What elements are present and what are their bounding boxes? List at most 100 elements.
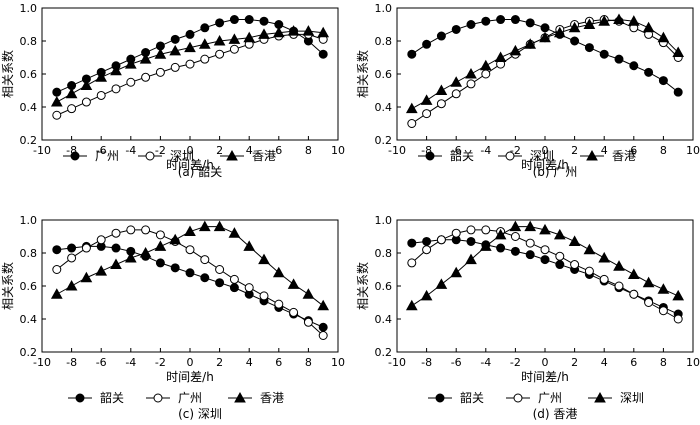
legend-label: 韶关: [100, 390, 124, 405]
data-point: [465, 253, 477, 265]
data-point: [481, 69, 491, 79]
legend-label: 韶关: [460, 390, 484, 405]
data-point: [435, 278, 448, 289]
data-point: [67, 104, 77, 114]
data-point: [479, 240, 492, 251]
data-point: [215, 265, 225, 274]
y-tick-label: 0.6: [20, 68, 38, 81]
legend-label: 深圳: [530, 149, 554, 163]
x-tick-label: 0: [542, 356, 549, 369]
y-tick-label: 0.8: [375, 35, 393, 48]
data-point: [584, 43, 594, 53]
data-point: [80, 79, 93, 91]
x-tick-label: -10: [33, 144, 51, 157]
data-point: [184, 225, 196, 237]
data-point: [599, 49, 609, 59]
data-point: [80, 271, 93, 283]
data-point: [436, 235, 446, 245]
data-point: [570, 260, 580, 270]
data-point: [317, 26, 330, 38]
x-tick-label: -8: [421, 356, 432, 369]
chart-panel-4: -10 -8 -6 -4 -2 0 2 4 6 8 10 0.2 0.4 0.6 0.8 1.0 时间差/h 相关…: [355, 214, 700, 421]
x-tick-label: -8: [66, 144, 77, 157]
data-point: [139, 246, 152, 258]
data-point: [466, 20, 476, 29]
data-point: [111, 84, 121, 94]
data-point: [96, 235, 106, 245]
data-point: [599, 274, 609, 284]
x-tick-label: -4: [125, 144, 136, 157]
series-line: [411, 229, 679, 320]
data-point: [598, 15, 611, 26]
data-point: [259, 291, 269, 301]
series-1: [52, 241, 328, 332]
data-point: [52, 110, 62, 120]
legend-marker: [234, 391, 246, 403]
data-point: [272, 26, 285, 38]
data-point: [525, 238, 535, 248]
x-axis-label: 时间差/h: [521, 158, 569, 172]
data-point: [170, 34, 180, 44]
legend-marker: [586, 149, 598, 161]
data-point: [244, 15, 254, 25]
y-tick-label: 0.2: [20, 346, 38, 359]
data-point: [496, 243, 506, 253]
y-tick-label: 0.4: [20, 313, 38, 326]
x-tick-label: 0: [187, 356, 194, 369]
data-point: [318, 331, 328, 340]
x-tick-label: 10: [331, 144, 345, 157]
data-point: [436, 99, 446, 109]
y-tick-label: 1.0: [375, 2, 393, 15]
data-point: [229, 44, 239, 54]
data-point: [96, 90, 106, 100]
data-point: [451, 228, 461, 238]
x-tick-label: -4: [480, 356, 491, 369]
y-axis-label: 相关系数: [355, 262, 370, 310]
chart-panel-2: -10 -8 -6 -4 -2 0 2 4 6 8 10 0.2 0.4 0.6 0.8 1.0 时间差/h 相关…: [355, 2, 700, 179]
data-point: [539, 31, 551, 43]
data-point: [141, 72, 151, 82]
legend-marker: [75, 393, 85, 403]
data-point: [141, 225, 151, 235]
x-tick-label: 0: [542, 144, 549, 157]
data-point: [644, 298, 654, 307]
data-point: [598, 251, 611, 263]
data-point: [65, 87, 78, 99]
data-point: [65, 279, 78, 291]
data-point: [614, 281, 624, 291]
data-point: [318, 322, 328, 332]
legend-marker: [513, 393, 523, 403]
x-tick-label: -2: [155, 356, 166, 369]
series-3: [50, 220, 330, 311]
data-point: [510, 232, 520, 241]
data-point: [228, 227, 241, 238]
data-point: [215, 18, 225, 28]
data-point: [420, 94, 433, 105]
data-point: [614, 54, 624, 64]
x-tick-label: 4: [246, 356, 253, 369]
data-point: [510, 15, 520, 25]
data-point: [126, 225, 136, 235]
x-tick-label: 6: [275, 144, 282, 157]
y-tick-label: 0.8: [375, 247, 393, 260]
data-point: [317, 299, 330, 311]
legend-label: 韶关: [450, 148, 474, 163]
legend-label: 香港: [612, 149, 636, 163]
x-tick-label: 10: [686, 356, 700, 369]
data-point: [613, 260, 625, 271]
x-tick-label: 10: [331, 356, 345, 369]
data-point: [510, 246, 520, 256]
x-axis-label: 时间差/h: [521, 370, 569, 384]
data-point: [95, 71, 108, 82]
legend-marker: [594, 391, 606, 403]
y-tick-label: 0.6: [20, 280, 38, 293]
data-point: [259, 16, 269, 26]
data-point: [509, 44, 522, 56]
data-point: [481, 225, 491, 235]
data-point: [126, 77, 136, 87]
data-point: [553, 228, 566, 240]
data-point: [185, 245, 195, 255]
data-point: [496, 15, 506, 25]
legend-marker: [226, 149, 238, 161]
x-tick-label: 8: [305, 356, 312, 369]
